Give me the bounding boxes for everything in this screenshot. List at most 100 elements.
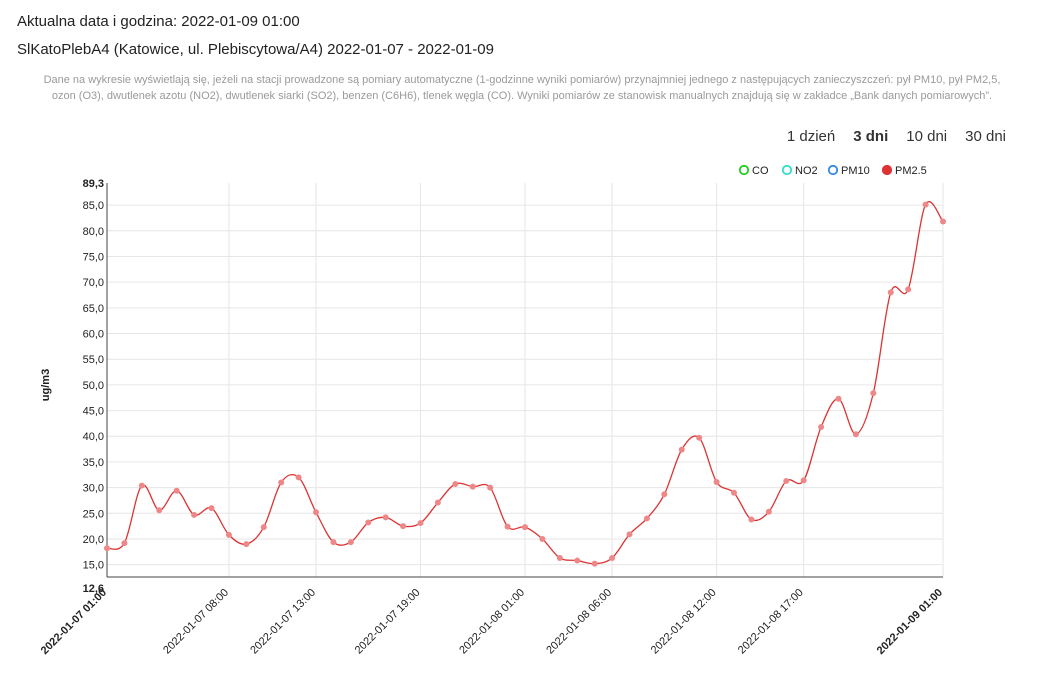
data-point[interactable] <box>661 491 668 498</box>
data-point[interactable] <box>191 511 198 518</box>
x-tick-label: 2022-01-08 12:00 <box>649 587 719 657</box>
data-point[interactable] <box>173 487 180 494</box>
range-1-day[interactable]: 1 dzień <box>786 128 836 145</box>
x-tick-label: 2022-01-09 01:00 <box>875 587 945 657</box>
data-point[interactable] <box>138 482 145 489</box>
data-point[interactable] <box>818 424 825 431</box>
data-point[interactable] <box>696 434 703 441</box>
data-point[interactable] <box>243 541 250 548</box>
y-min-label: 12,6 <box>83 583 104 595</box>
data-point[interactable] <box>469 483 476 490</box>
data-point[interactable] <box>922 201 929 208</box>
range-10-days[interactable]: 10 dni <box>906 128 948 145</box>
x-tick-label: 2022-01-07 01:00 <box>39 587 109 657</box>
y-axis-label: ug/m3 <box>40 369 52 401</box>
legend-item-no2[interactable]: NO2 <box>781 164 818 177</box>
y-tick-label: 20,0 <box>83 534 104 546</box>
data-point[interactable] <box>731 489 737 496</box>
data-point[interactable] <box>156 507 163 514</box>
data-point[interactable] <box>260 524 267 531</box>
range-3-days[interactable]: 3 dni <box>853 128 889 145</box>
x-tick-label: 2022-01-07 19:00 <box>353 587 423 657</box>
y-axis: 15,0 20,0 25,0 30,0 35,0 40,0 45,0 50,0 55,0 60,0… <box>83 178 108 595</box>
y-tick-label: 85,0 <box>83 200 104 212</box>
y-tick-label: 60,0 <box>83 329 104 341</box>
data-point[interactable] <box>800 477 807 484</box>
data-point[interactable] <box>400 523 407 530</box>
data-point[interactable] <box>539 535 546 542</box>
y-tick-label: 70,0 <box>83 277 104 289</box>
data-point[interactable] <box>835 395 842 402</box>
data-point[interactable] <box>452 481 459 488</box>
data-point[interactable] <box>504 523 511 530</box>
series-pm25 <box>104 201 946 567</box>
data-point[interactable] <box>434 499 441 506</box>
legend-marker <box>781 164 793 176</box>
data-point[interactable] <box>574 557 581 564</box>
info-note: Dane na wykresie wyświetlają się, jeżeli… <box>43 74 1001 102</box>
data-point[interactable] <box>556 554 563 561</box>
data-point[interactable] <box>870 390 877 397</box>
data-point[interactable] <box>713 478 720 485</box>
x-tick-label: 2022-01-08 06:00 <box>544 587 614 657</box>
legend-item-pm10[interactable]: PM10 <box>827 164 870 177</box>
data-point[interactable] <box>382 514 389 521</box>
x-tick-label: 2022-01-07 08:00 <box>161 587 231 657</box>
legend-label: NO2 <box>795 165 818 177</box>
data-point[interactable] <box>765 508 772 515</box>
data-point[interactable] <box>591 560 598 567</box>
data-point[interactable] <box>278 479 285 486</box>
legend-item-co[interactable]: CO <box>738 164 769 177</box>
data-point[interactable] <box>121 540 128 547</box>
y-tick-label: 55,0 <box>83 354 104 366</box>
y-tick-label: 50,0 <box>83 380 104 392</box>
y-tick-label: 75,0 <box>83 251 104 263</box>
data-point[interactable] <box>487 484 494 491</box>
legend-marker <box>827 164 839 176</box>
data-point[interactable] <box>748 516 755 523</box>
legend-label: PM2.5 <box>895 165 927 177</box>
y-tick-label: 65,0 <box>83 303 104 315</box>
data-point[interactable] <box>783 477 790 484</box>
station-title: SlKatoPlebA4 (Katowice, ul. Plebiscytowa… <box>17 41 494 58</box>
y-max-label: 89,3 <box>83 178 104 190</box>
legend-marker <box>738 164 750 176</box>
data-point[interactable] <box>905 286 912 293</box>
y-tick-label: 45,0 <box>83 406 104 418</box>
y-tick-label: 80,0 <box>83 226 104 238</box>
data-point[interactable] <box>852 431 859 438</box>
data-point[interactable] <box>347 539 354 546</box>
data-point[interactable] <box>104 545 110 552</box>
x-tick-label: 2022-01-08 17:00 <box>736 587 806 657</box>
y-tick-label: 25,0 <box>83 508 104 520</box>
legend-marker <box>881 164 893 176</box>
x-axis: 2022-01-07 01:00 2022-01-07 08:00 2022-01-… <box>39 576 945 657</box>
data-point[interactable] <box>678 446 685 453</box>
range-selector: 1 dzień 3 dni 10 dni 30 dni <box>787 128 1006 145</box>
data-point[interactable] <box>225 531 232 538</box>
data-point[interactable] <box>313 509 319 516</box>
chart-grid <box>106 183 944 577</box>
x-tick-label: 2022-01-07 13:00 <box>248 587 318 657</box>
data-point[interactable] <box>643 515 650 522</box>
data-point[interactable] <box>330 539 337 546</box>
current-datetime: Aktualna data i godzina: 2022-01-09 01:0… <box>17 13 300 30</box>
chart-legend: CO NO2 PM10 PM2.5 <box>738 164 927 177</box>
data-point[interactable] <box>295 474 302 481</box>
data-point[interactable] <box>609 554 616 561</box>
legend-label: CO <box>752 165 769 177</box>
data-point[interactable] <box>626 531 633 538</box>
data-point[interactable] <box>940 218 946 225</box>
data-point[interactable] <box>887 289 894 296</box>
legend-label: PM10 <box>841 165 870 177</box>
legend-item-pm25[interactable]: PM2.5 <box>881 164 927 177</box>
y-tick-label: 40,0 <box>83 431 104 443</box>
y-tick-label: 35,0 <box>83 457 104 469</box>
y-tick-label: 30,0 <box>83 483 104 495</box>
range-30-days[interactable]: 30 dni <box>965 128 1006 145</box>
data-point[interactable] <box>417 520 424 527</box>
data-point[interactable] <box>522 524 528 531</box>
data-point[interactable] <box>365 519 372 526</box>
data-point[interactable] <box>208 505 215 512</box>
